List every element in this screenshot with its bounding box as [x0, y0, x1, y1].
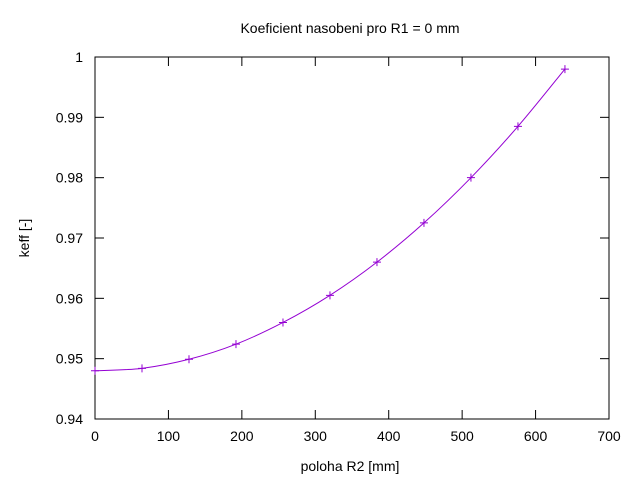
data-point-marker [419, 218, 428, 227]
x-tick-label: 0 [91, 428, 99, 444]
x-tick-label: 600 [524, 428, 548, 444]
data-point-marker [466, 173, 475, 182]
y-tick-label: 0.95 [56, 351, 83, 367]
data-point-marker [372, 258, 381, 267]
x-tick-label: 500 [450, 428, 474, 444]
data-point-marker [560, 65, 569, 74]
data-point-marker [325, 291, 334, 300]
x-tick-label: 200 [230, 428, 254, 444]
data-point-marker [278, 318, 287, 327]
x-tick-label: 400 [377, 428, 401, 444]
x-tick-label: 100 [157, 428, 181, 444]
series-layer [91, 65, 569, 375]
y-axis-title: keff [-] [16, 219, 32, 258]
series-line [94, 68, 566, 372]
y-tick-label: 0.96 [56, 290, 83, 306]
x-axis-title: poloha R2 [mm] [301, 458, 400, 474]
y-tick-label: 0.99 [56, 109, 83, 125]
data-point-marker [184, 355, 193, 364]
x-axis: 0 100 200 300 400 500 600 700 [91, 57, 621, 444]
y-axis: 0.94 0.95 0.96 0.97 0.98 0.99 1 [56, 49, 609, 427]
x-tick-label: 300 [304, 428, 328, 444]
x-tick-label: 700 [597, 428, 621, 444]
chart-title: Koeficient nasobeni pro R1 = 0 mm [240, 20, 459, 36]
y-tick-label: 1 [75, 49, 83, 65]
plot-frame [94, 56, 610, 420]
y-tick-label: 0.97 [56, 230, 83, 246]
data-point-marker [513, 122, 522, 131]
data-point-marker [231, 340, 240, 349]
data-point-marker [91, 366, 99, 375]
data-point-marker [137, 364, 146, 373]
y-tick-label: 0.98 [56, 170, 83, 186]
y-tick-label: 0.94 [56, 411, 83, 427]
